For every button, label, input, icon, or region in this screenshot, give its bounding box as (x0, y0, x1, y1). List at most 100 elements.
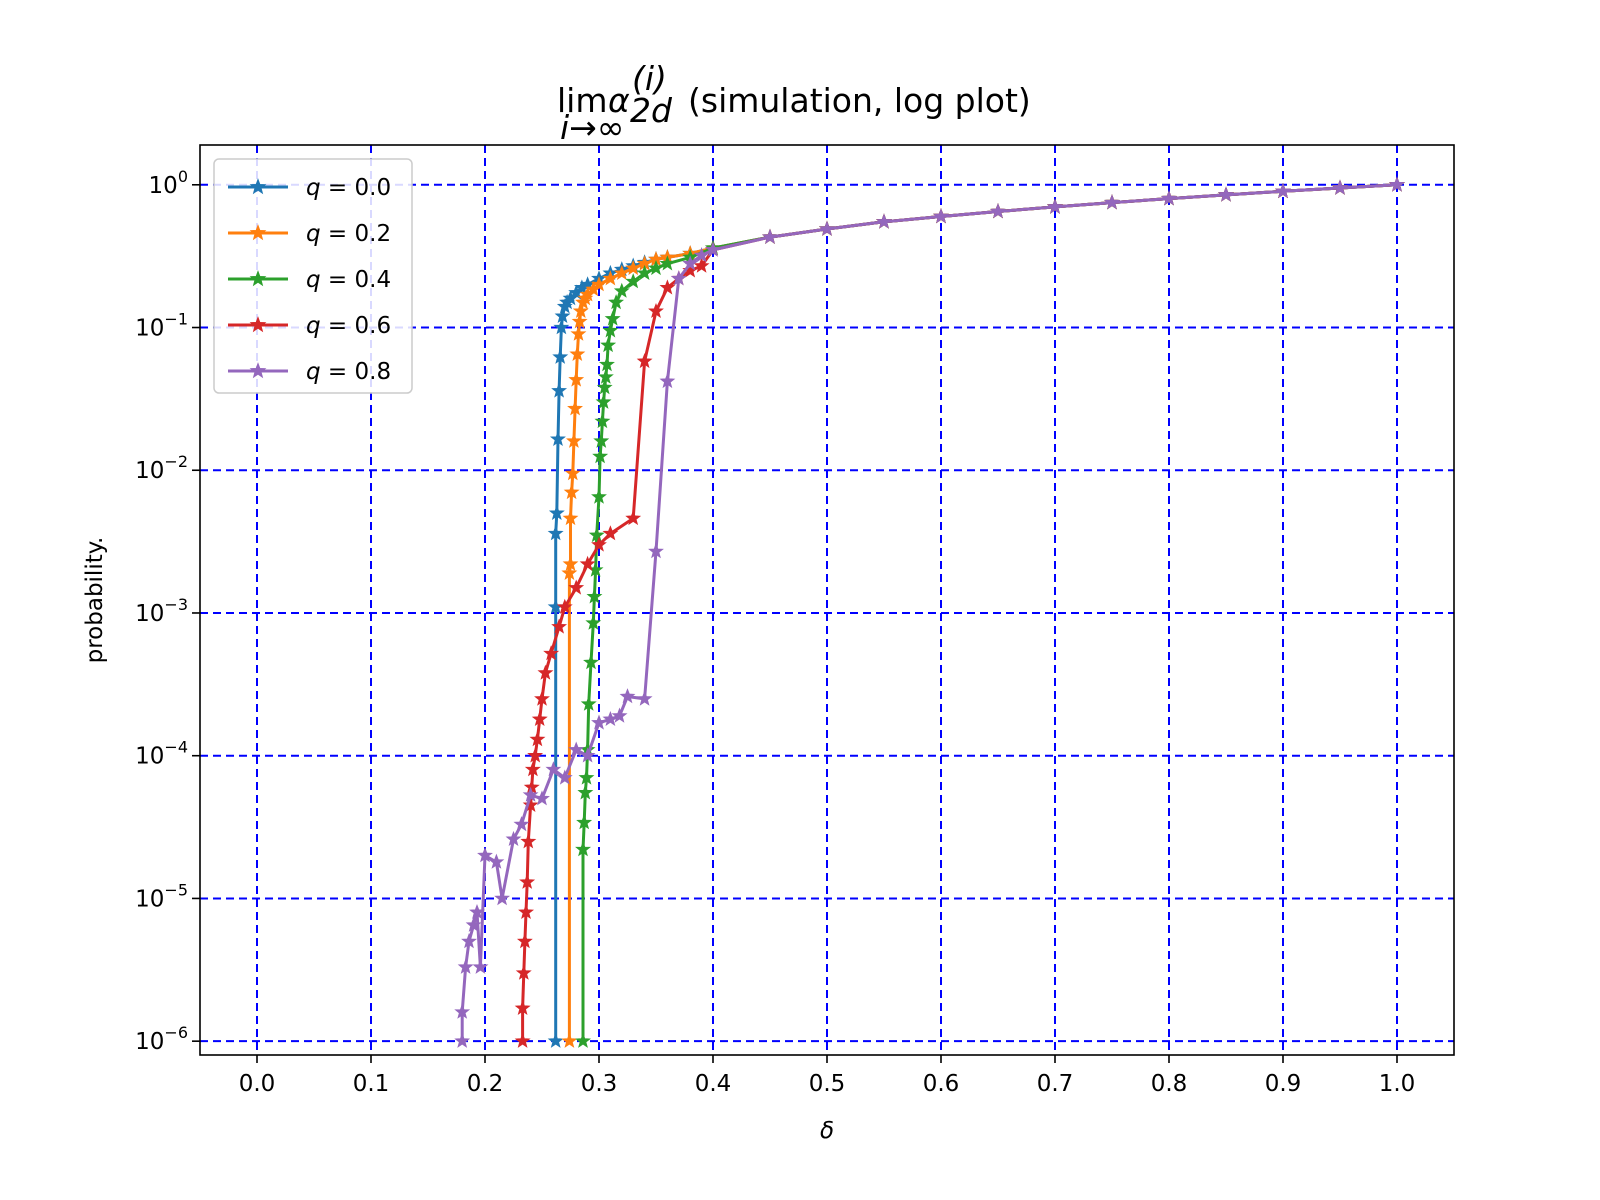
series-area (454, 176, 1405, 1048)
legend-label: q = 0.6 (306, 313, 391, 339)
series-point (553, 319, 570, 335)
legend-item: q = 0.0 (228, 175, 391, 201)
x-tick-label: 0.9 (1265, 1071, 1302, 1097)
series-point (659, 372, 676, 389)
svg-text:(i): (i) (632, 59, 667, 98)
legend-label: q = 0.8 (306, 359, 391, 385)
svg-text:(simulation, log plot): (simulation, log plot) (688, 81, 1031, 120)
chart-title: lim α (i) 2d i→∞ (simulation, log plot) (557, 59, 1031, 147)
series-point (562, 555, 579, 571)
series-point (602, 710, 619, 726)
series-point (561, 1032, 578, 1048)
svg-text:i→∞: i→∞ (560, 108, 624, 147)
x-tick-label: 0.1 (353, 1071, 390, 1097)
series-point (454, 1032, 471, 1048)
series-point (543, 645, 560, 661)
series-point (556, 769, 573, 785)
series-point (577, 784, 594, 800)
series-point (576, 814, 593, 830)
series-point (636, 264, 653, 280)
series-point (531, 710, 548, 726)
series-point (648, 543, 664, 559)
legend-marker (249, 224, 267, 241)
series-point (565, 432, 582, 448)
y-tick-label: 10−1 (135, 310, 188, 342)
series-point (591, 488, 607, 504)
y-tick-label: 10−4 (135, 738, 188, 770)
series-4 (454, 176, 1405, 1048)
series-point (527, 747, 544, 763)
series-point (575, 1032, 592, 1048)
series-point (670, 270, 687, 286)
series-point (514, 999, 531, 1015)
series-point (1161, 190, 1177, 206)
series-point (693, 257, 710, 273)
series-point (568, 741, 585, 757)
series-point (602, 525, 619, 541)
x-tick-label: 0.3 (581, 1071, 618, 1097)
series-point (547, 1032, 564, 1048)
series-point (588, 526, 605, 543)
series-point (454, 1003, 471, 1019)
series-point (469, 903, 486, 919)
x-tick-label: 1.0 (1379, 1071, 1416, 1097)
series-point (568, 579, 585, 595)
legend-item: q = 0.2 (228, 221, 391, 247)
x-tick-label: 0.6 (923, 1071, 960, 1097)
series-point (563, 484, 580, 500)
series-point (547, 525, 564, 541)
series-point (705, 241, 721, 257)
legend-marker (249, 270, 267, 287)
series-point (461, 933, 478, 949)
series-point (522, 796, 539, 812)
legend-label: q = 0.0 (306, 175, 391, 201)
y-tick-label: 10−2 (135, 452, 188, 484)
y-tick-label: 10−6 (135, 1023, 188, 1055)
series-point (933, 208, 949, 224)
series-point (598, 356, 615, 372)
svg-text:lim: lim (557, 81, 607, 120)
series-point (564, 465, 581, 481)
series-point (595, 393, 612, 409)
series-point (636, 352, 653, 369)
series-point (522, 786, 539, 802)
series-point (554, 307, 571, 323)
series-point (516, 933, 533, 949)
series-point (1332, 179, 1348, 195)
series-point (613, 264, 630, 280)
series-point (591, 276, 607, 292)
series-point (1275, 182, 1291, 199)
series-point (537, 664, 554, 680)
legend-marker (249, 362, 267, 379)
series-point (583, 654, 600, 670)
series-point (636, 690, 653, 706)
series-point (585, 614, 602, 630)
series-point (545, 761, 562, 777)
y-axis: 100 10−1 10−2 10−3 10−4 10−5 10−6 (135, 167, 200, 1055)
series-point (534, 690, 550, 706)
series-point (579, 747, 596, 763)
series-point (505, 830, 522, 846)
series-point (494, 890, 511, 906)
series-point (625, 273, 642, 289)
x-axis: 0.0 0.1 0.2 0.3 0.4 0.5 0.6 0.7 0.8 0.9 1.0 (239, 1055, 1416, 1097)
series-point (465, 916, 482, 932)
series-point (515, 964, 532, 980)
series-point (659, 279, 676, 295)
series-point (604, 310, 621, 326)
series-point (1218, 186, 1234, 202)
y-tick-label: 10−5 (135, 880, 188, 912)
series-point (570, 325, 587, 341)
series-point (611, 707, 628, 723)
series-point (1104, 194, 1120, 210)
series-point (591, 536, 607, 552)
series-point (575, 841, 592, 857)
series-point (567, 400, 583, 416)
series-point (514, 1032, 531, 1048)
series-point (648, 302, 664, 318)
series-point (519, 873, 536, 889)
svg-text:2d: 2d (630, 91, 673, 130)
legend-item: q = 0.4 (228, 267, 391, 293)
series-point (762, 228, 778, 244)
